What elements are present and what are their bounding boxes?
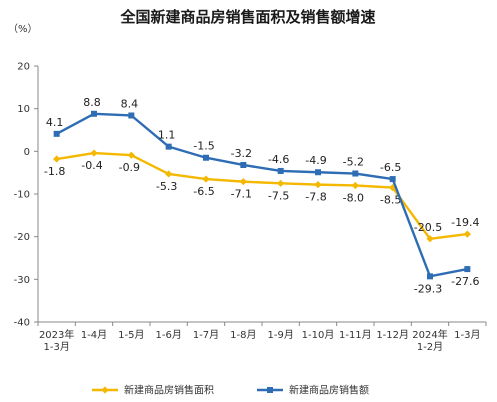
data-point: [352, 170, 359, 177]
x-tick-label: 1-12月: [376, 329, 409, 341]
data-point: [427, 273, 433, 280]
legend-marker: [267, 387, 273, 393]
data-label: -8.5: [380, 194, 401, 207]
y-tick-label: 20: [17, 62, 30, 73]
data-point: [91, 110, 97, 117]
data-point: [315, 169, 321, 176]
data-label: -0.9: [119, 161, 140, 174]
series-1: -1.8 -0.4 -0.9 -5.3 -6.5 -7.1 -7.5 -7.8 -8.0 -8.5…: [44, 149, 480, 243]
x-tick-label: 1-3月: [454, 329, 480, 341]
data-label: -1.8: [44, 165, 65, 178]
legend: 新建商品房销售面积 新建商品房销售额: [92, 384, 369, 397]
x-tick-label-line: 1-3月: [43, 341, 69, 353]
x-tick-label-line: 1-3月: [454, 329, 480, 341]
x-tick-label-line: 1-12月: [376, 329, 409, 341]
y-tick-label: -10: [14, 190, 30, 201]
data-point: [277, 179, 285, 187]
data-label: -5.2: [343, 156, 364, 169]
legend-label: 新建商品房销售额: [289, 384, 369, 397]
y-tick-label: 0: [24, 147, 30, 158]
series-layer: -1.8 -0.4 -0.9 -5.3 -6.5 -7.1 -7.5 -7.8 -8.0 -8.5…: [44, 96, 480, 296]
x-tick-label-line: 1-9月: [267, 329, 293, 341]
x-tick-label: 2023年 1-3月: [39, 328, 74, 353]
data-label: -5.3: [156, 180, 177, 193]
data-point: [203, 154, 209, 161]
data-label: -8.0: [343, 191, 364, 204]
x-tick-label: 2024年 1-2月: [412, 328, 447, 353]
x-tick-label-line: 1-7月: [193, 329, 219, 341]
data-label: -7.8: [305, 191, 326, 204]
x-tick-label: 1-10月: [302, 329, 335, 341]
data-point: [128, 112, 135, 119]
data-label: -4.6: [268, 153, 289, 166]
data-point: [426, 235, 434, 243]
x-tick-label: 1-8月: [230, 329, 256, 341]
x-tick-label-line: 1-8月: [230, 329, 256, 341]
data-point: [351, 181, 359, 190]
y-tick-label: -20: [14, 232, 30, 243]
data-point: [53, 155, 61, 163]
chart-title: 全国新建商品房销售面积及销售额增速: [119, 8, 375, 26]
data-point: [53, 130, 60, 137]
data-point: [165, 143, 172, 150]
data-label: -6.5: [193, 185, 214, 198]
data-point: [165, 170, 173, 178]
x-tick-label-line: 2024年: [412, 328, 447, 341]
data-label: -19.4: [451, 216, 479, 229]
x-tick-label-line: 1-2月: [417, 341, 443, 353]
x-tick-label-line: 1-11月: [339, 329, 372, 341]
y-unit-label: （%）: [8, 23, 38, 35]
data-label: -6.5: [380, 161, 401, 174]
data-label: 8.8: [83, 96, 101, 109]
x-tick-label: 1-5月: [118, 329, 144, 341]
data-point: [463, 230, 471, 238]
data-label: -3.2: [231, 147, 252, 160]
data-point: [464, 266, 471, 273]
data-label: -4.9: [305, 154, 326, 167]
data-point: [277, 167, 284, 174]
data-label: -29.3: [414, 282, 442, 295]
data-point: [90, 149, 98, 157]
data-label: -7.5: [268, 189, 289, 202]
data-point: [239, 178, 247, 186]
data-label: -0.4: [81, 159, 102, 172]
x-tick-label: 1-9月: [267, 329, 293, 341]
y-tick-label: -30: [14, 275, 30, 286]
legend-marker: [101, 386, 109, 394]
legend-item: 新建商品房销售额: [257, 384, 369, 397]
x-tick-label: 1-11月: [339, 329, 372, 341]
x-tick-label: 1-6月: [155, 329, 181, 341]
x-tick-label-line: 1-10月: [302, 329, 335, 341]
data-label: -20.5: [414, 221, 442, 234]
y-tick-label: 10: [17, 104, 30, 115]
data-label: 1.1: [158, 129, 176, 142]
x-tick-label-line: 1-4月: [81, 329, 107, 341]
data-label: -1.5: [193, 140, 214, 153]
legend-label: 新建商品房销售面积: [124, 384, 214, 397]
data-label: 4.1: [46, 116, 64, 129]
series-2: 4.1 8.8 8.4 1.1 -1.5 -3.2 -4.6 -4.9 -5.2 -6.5 -29.…: [46, 96, 480, 296]
legend-item: 新建商品房销售面积: [92, 384, 214, 397]
x-tick-label-line: 1-5月: [118, 329, 144, 341]
data-point: [240, 161, 247, 168]
x-tick-label: 1-4月: [81, 329, 107, 341]
data-point: [389, 176, 396, 183]
x-tick-label-line: 1-6月: [155, 329, 181, 341]
data-point: [127, 151, 135, 159]
x-tick-label: 1-7月: [193, 329, 219, 341]
data-point: [202, 175, 210, 183]
x-tick-label-line: 2023年: [39, 328, 74, 341]
data-label: 8.4: [121, 97, 139, 110]
y-tick-label: -40: [14, 318, 30, 329]
data-label: -7.1: [231, 188, 252, 201]
series-line: [56, 112, 468, 278]
data-point: [314, 181, 322, 189]
data-point: [389, 184, 397, 192]
data-label: -27.6: [451, 275, 479, 288]
